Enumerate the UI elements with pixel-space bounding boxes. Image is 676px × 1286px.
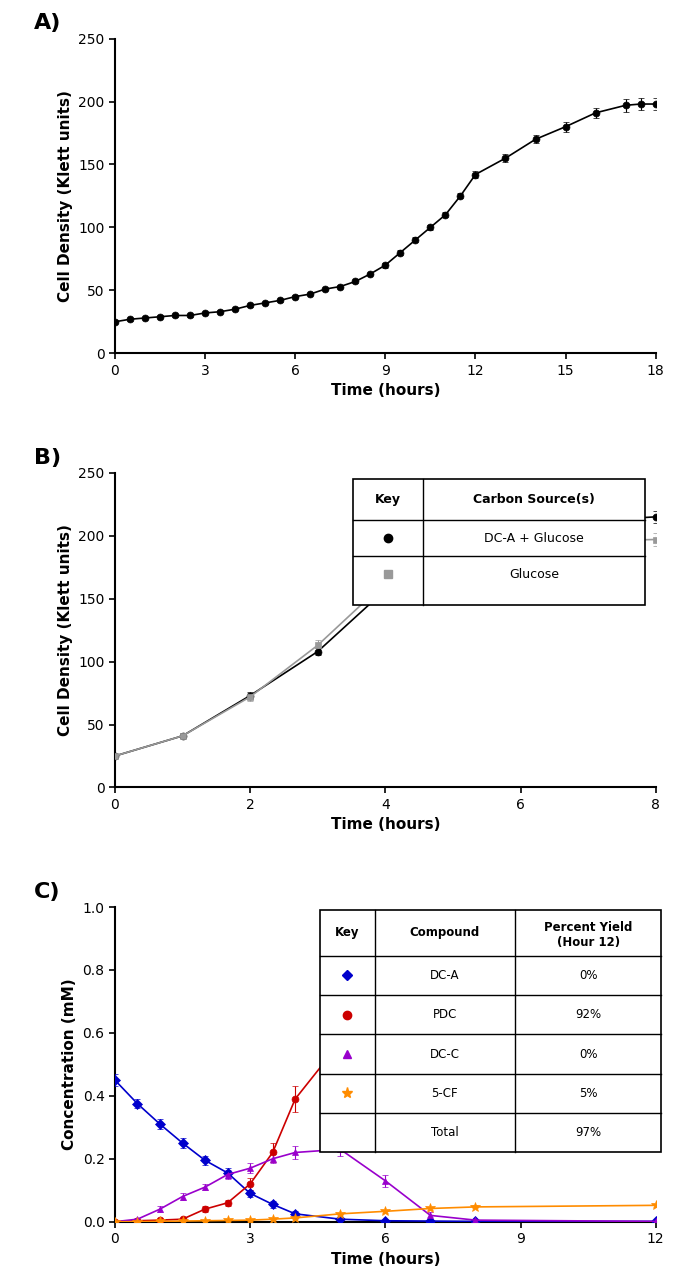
Text: PDC: PDC xyxy=(433,1008,457,1021)
X-axis label: Time (hours): Time (hours) xyxy=(331,818,440,832)
Text: 92%: 92% xyxy=(575,1008,601,1021)
X-axis label: Time (hours): Time (hours) xyxy=(331,1251,440,1267)
Bar xyxy=(320,910,661,1152)
X-axis label: Time (hours): Time (hours) xyxy=(331,383,440,399)
Text: Glucose: Glucose xyxy=(509,568,559,581)
Text: 97%: 97% xyxy=(575,1127,601,1139)
Text: 5-CF: 5-CF xyxy=(431,1087,458,1100)
Bar xyxy=(353,480,645,604)
Text: Compound: Compound xyxy=(410,926,480,940)
Text: Percent Yield
(Hour 12): Percent Yield (Hour 12) xyxy=(544,921,632,949)
Text: Total: Total xyxy=(431,1127,459,1139)
Text: 0%: 0% xyxy=(579,1048,598,1061)
Text: Key: Key xyxy=(335,926,360,940)
Text: 0%: 0% xyxy=(579,968,598,983)
Text: Carbon Source(s): Carbon Source(s) xyxy=(473,493,595,507)
Text: A): A) xyxy=(34,13,61,33)
Text: C): C) xyxy=(34,882,60,901)
Text: DC-C: DC-C xyxy=(430,1048,460,1061)
Text: 5%: 5% xyxy=(579,1087,598,1100)
Y-axis label: Concentration (mM): Concentration (mM) xyxy=(62,979,77,1150)
Y-axis label: Cell Density (Klett units): Cell Density (Klett units) xyxy=(57,525,72,736)
Text: DC-A: DC-A xyxy=(430,968,460,983)
Text: Key: Key xyxy=(375,493,401,507)
Text: DC-A + Glucose: DC-A + Glucose xyxy=(484,531,584,544)
Text: B): B) xyxy=(34,448,61,468)
Y-axis label: Cell Density (Klett units): Cell Density (Klett units) xyxy=(57,90,72,302)
